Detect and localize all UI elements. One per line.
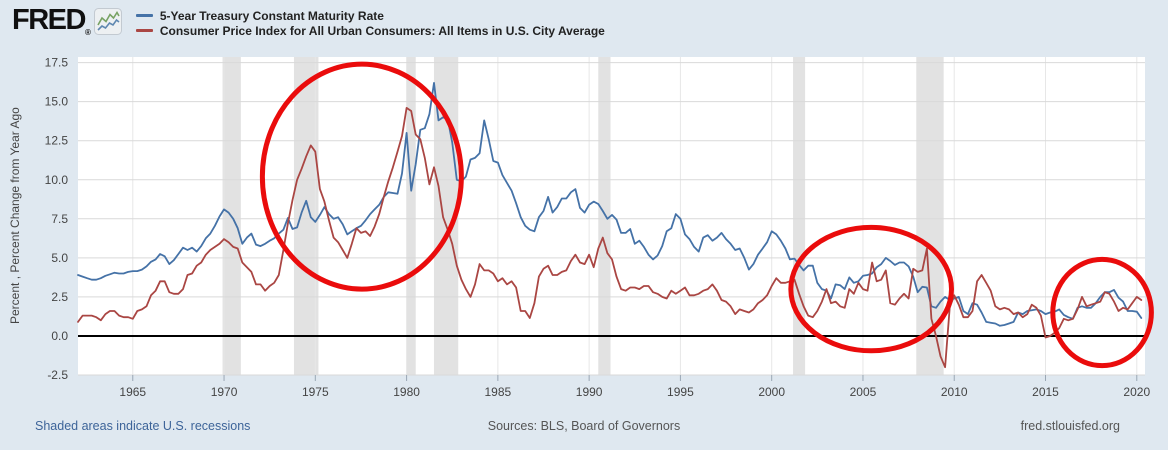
legend-item-cpi[interactable]: Consumer Price Index for All Urban Consu… [135, 23, 605, 38]
header: FRED® 5-Year Treasury Constant Maturity … [12, 5, 605, 48]
x-tick-label: 2000 [758, 385, 785, 399]
recession-note-link[interactable]: Shaded areas indicate U.S. recessions [35, 419, 251, 433]
cpi-series-line[interactable] [77, 107, 1143, 369]
y-tick-label: -2.5 [47, 368, 68, 382]
x-tick-label: 2005 [850, 385, 877, 399]
y-tick-label: 2.5 [51, 290, 68, 304]
recession-band [793, 57, 806, 375]
treasury-legend-dash [135, 14, 153, 17]
sources-text[interactable]: Sources: BLS, Board of Governors [487, 419, 681, 433]
x-tick-label: 1975 [302, 385, 329, 399]
recession-band [406, 57, 416, 375]
x-tick-label: 1990 [576, 385, 603, 399]
y-tick-label: 15.0 [45, 95, 69, 109]
annotation-ellipse [788, 224, 954, 354]
x-tick-label: 1995 [667, 385, 694, 399]
recession-band [293, 57, 319, 375]
registered-mark: ® [84, 28, 91, 37]
footer: Shaded areas indicate U.S. recessions So… [0, 414, 1168, 438]
x-tick-label: 1970 [211, 385, 238, 399]
x-tick-label: 1985 [485, 385, 512, 399]
annotation-ellipse [1050, 256, 1154, 369]
treasury-series-line[interactable] [77, 82, 1143, 327]
y-tick-label: 17.5 [45, 56, 69, 70]
recession-band [598, 57, 611, 375]
legend-item-treasury[interactable]: 5-Year Treasury Constant Maturity Rate [135, 8, 605, 23]
legend: 5-Year Treasury Constant Maturity Rate C… [135, 5, 605, 38]
x-tick-label: 2020 [1123, 385, 1150, 399]
x-tick-label: 1965 [119, 385, 146, 399]
annotation-ellipse [259, 61, 464, 292]
y-tick-label: 7.5 [51, 212, 68, 226]
fred-logo-text: FRED [12, 4, 86, 36]
y-tick-label: 12.5 [45, 134, 69, 148]
fred-logo[interactable]: FRED® [12, 5, 91, 48]
cpi-legend-dash [135, 29, 153, 32]
y-tick-label: 0.0 [51, 329, 68, 343]
x-tick-label: 2015 [1032, 385, 1059, 399]
treasury-legend-label: 5-Year Treasury Constant Maturity Rate [159, 8, 384, 23]
x-tick-label: 1980 [393, 385, 420, 399]
recession-band [916, 57, 944, 375]
x-tick-label: 2010 [941, 385, 968, 399]
fred-sparkline-icon [93, 8, 122, 40]
y-tick-label: 10.0 [45, 173, 69, 187]
y-axis-title: Percent , Percent Change from Year Ago [8, 107, 22, 325]
cpi-legend-label: Consumer Price Index for All Urban Consu… [159, 23, 605, 38]
fred-site-link[interactable]: fred.stlouisfed.org [1020, 419, 1120, 433]
y-tick-label: 5.0 [51, 251, 68, 265]
